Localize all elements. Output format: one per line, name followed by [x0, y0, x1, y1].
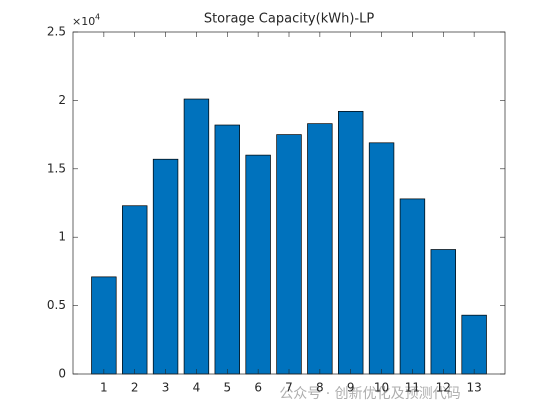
y-tick-label: 2.5 — [47, 25, 66, 39]
y-tick-label: 1.5 — [47, 161, 66, 175]
bar — [461, 314, 487, 375]
x-tick-label: 7 — [285, 381, 293, 395]
x-tick-label: 4 — [193, 381, 201, 395]
y-tick-label: 0 — [58, 367, 66, 381]
watermark: 公众号 · 创新优化及预测代码 — [279, 386, 460, 402]
y-tick-label: 1 — [58, 230, 66, 244]
x-tick-label: 1 — [100, 381, 108, 395]
axes-box — [72, 31, 506, 375]
x-tick-label: 2 — [131, 381, 139, 395]
x-tick-label: 11 — [405, 381, 420, 395]
bar — [430, 249, 456, 375]
x-tick-label: 13 — [467, 381, 482, 395]
y-tick-label: 2 — [58, 93, 66, 107]
bar — [245, 154, 271, 375]
bar — [276, 134, 302, 375]
chart-title: Storage Capacity(kWh)-LP — [204, 12, 375, 27]
bar — [91, 276, 117, 375]
x-tick-label: 6 — [254, 381, 262, 395]
x-tick-label: 12 — [436, 381, 451, 395]
bar — [307, 123, 333, 375]
y-tick-label: 0.5 — [47, 298, 66, 312]
y-exponent-base: ×10 — [72, 15, 95, 28]
x-tick-label: 5 — [223, 381, 231, 395]
bar — [152, 158, 179, 375]
bar — [368, 142, 395, 375]
bar — [399, 198, 426, 375]
bar — [214, 124, 240, 375]
x-tick-label: 8 — [316, 381, 324, 395]
bar — [183, 98, 210, 375]
bar — [122, 205, 148, 375]
bar — [338, 110, 364, 375]
y-exponent-power: 4 — [95, 13, 100, 22]
x-tick-label: 10 — [374, 381, 389, 395]
x-tick-label: 3 — [162, 381, 170, 395]
x-tick-label: 9 — [347, 381, 355, 395]
